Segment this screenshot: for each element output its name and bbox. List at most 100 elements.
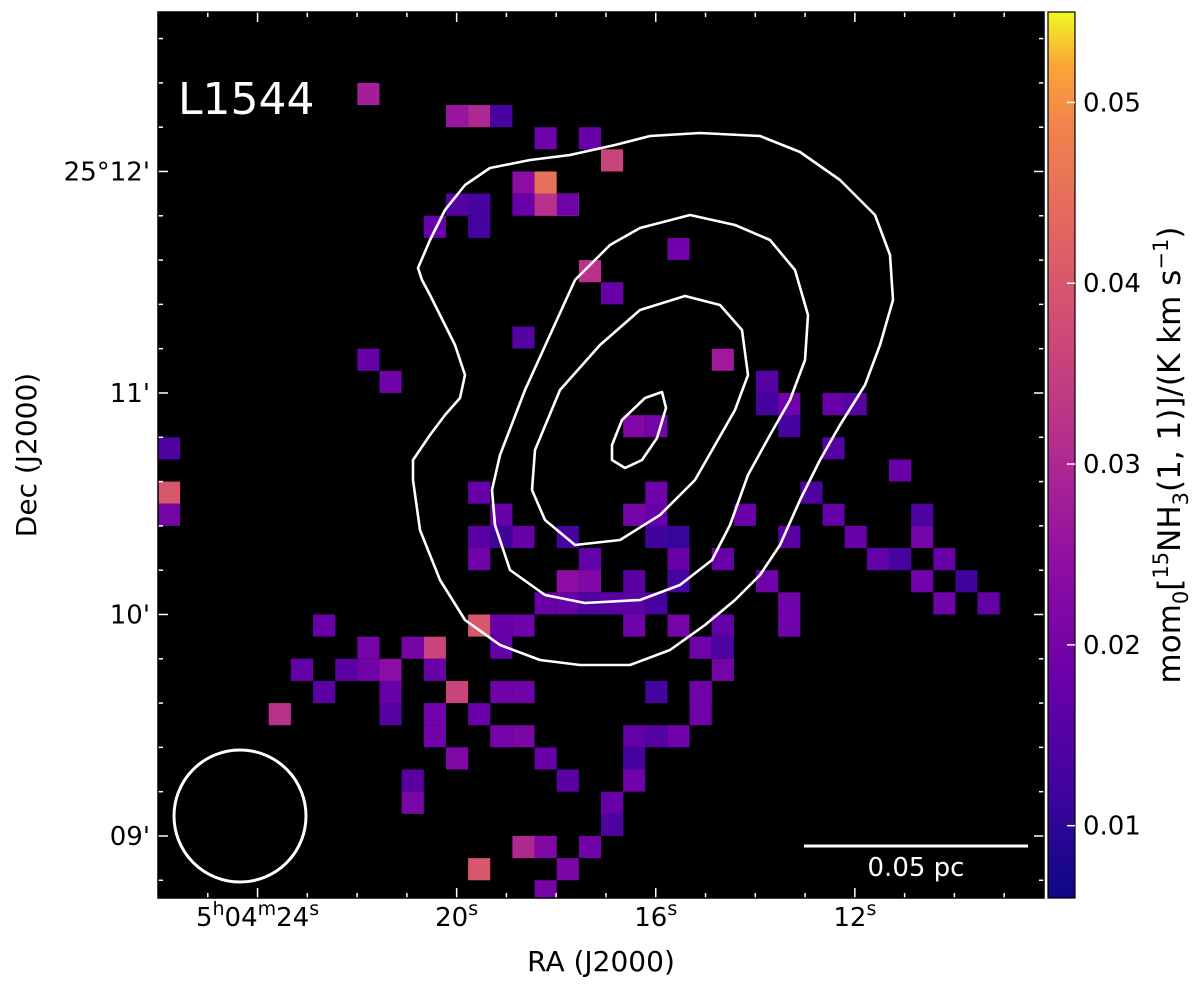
map-pixel (556, 592, 579, 615)
map-pixel (158, 437, 181, 460)
map-pixel (490, 680, 513, 704)
map-pixel (778, 592, 801, 615)
map-pixel (490, 614, 513, 637)
map-pixel (756, 570, 779, 593)
map-pixel (578, 127, 601, 150)
map-pixel (711, 614, 734, 637)
map-pixel (689, 680, 712, 704)
colorbar (1047, 11, 1076, 899)
map-pixel (379, 680, 402, 704)
map-pixel (623, 570, 646, 593)
map-pixel (468, 703, 491, 726)
map-pixel (379, 658, 402, 681)
y-tick-label: 09' (110, 822, 150, 852)
map-pixel (290, 658, 314, 681)
map-pixel (423, 725, 446, 748)
colorbar-tick-label: 0.04 (1083, 269, 1141, 299)
map-pixel (778, 415, 801, 438)
map-pixel (534, 127, 557, 150)
map-pixel (534, 747, 557, 770)
colorbar-tick-label: 0.02 (1083, 631, 1141, 661)
map-pixel (468, 193, 491, 216)
map-pixel (556, 570, 579, 593)
map-pixel (601, 813, 624, 836)
map-pixel (512, 835, 535, 859)
map-pixel (667, 525, 690, 549)
map-pixel (623, 592, 646, 615)
map-pixel (623, 769, 646, 792)
map-frame (157, 11, 1045, 899)
map-pixel (866, 548, 889, 571)
map-pixel (313, 614, 336, 637)
map-pixel (512, 326, 535, 349)
map-pixel (645, 481, 668, 504)
map-pixel (468, 481, 491, 504)
x-tick-label: 12s (833, 898, 876, 933)
map-pixel (379, 370, 402, 393)
map-pixel (534, 835, 557, 859)
map-pixel (645, 592, 668, 615)
map-pixel (445, 105, 469, 128)
map-pixel (158, 503, 181, 526)
map-pixel (401, 791, 424, 814)
map-pixel (512, 525, 535, 549)
map-pixel (512, 171, 535, 194)
map-pixel (601, 592, 624, 615)
x-tick-label: 16s (634, 898, 677, 933)
map-pixel (933, 548, 956, 571)
map-pixel (423, 658, 446, 681)
map-pixel (733, 503, 757, 526)
map-pixel (623, 747, 646, 770)
map-pixel (667, 725, 690, 748)
map-pixel (711, 548, 734, 571)
x-axis-label: RA (J2000) (527, 945, 675, 978)
y-axis-label: Dec (J2000) (10, 373, 43, 537)
map-pixel (423, 636, 446, 659)
map-pixel (578, 835, 601, 859)
map-pixel (357, 348, 380, 371)
map-pixel (822, 437, 845, 460)
map-pixel (844, 525, 867, 549)
map-pixel (689, 703, 712, 726)
map-pixel (534, 880, 557, 898)
map-pixel (977, 592, 1000, 615)
map-pixel (756, 370, 779, 393)
map-pixel (468, 858, 491, 881)
map-pixel (401, 769, 424, 792)
map-pixel (888, 459, 912, 482)
contour-layer (411, 131, 895, 667)
pixel-layer (158, 82, 1000, 898)
map-pixel (578, 570, 601, 593)
colorbar-tick-label: 0.05 (1083, 88, 1141, 118)
map-pixel (955, 570, 978, 593)
map-pixel (512, 680, 535, 704)
map-pixel (711, 658, 734, 681)
map-pixel (645, 680, 668, 704)
map-pixel (578, 548, 601, 571)
map-pixel (445, 193, 469, 216)
map-pixel (534, 592, 557, 615)
map-pixel (822, 392, 845, 416)
map-pixel (911, 503, 934, 526)
colorbar-tick-label: 0.01 (1083, 812, 1141, 842)
map-pixel (512, 193, 535, 216)
map-pixel (357, 658, 380, 681)
map-pixel (468, 525, 491, 549)
contour-outer (411, 131, 895, 667)
map-pixel (357, 636, 380, 659)
map-pixel (158, 481, 181, 504)
map-pixel (556, 858, 579, 881)
map-pixel (578, 260, 601, 283)
contour-second (490, 213, 810, 605)
map-pixel (490, 105, 513, 128)
map-pixel (556, 193, 579, 216)
x-tick-label: 5h04m24s (196, 898, 319, 933)
contour-third (530, 294, 750, 547)
map-pixel (667, 548, 690, 571)
map-pixel (933, 592, 956, 615)
map-pixel (335, 658, 358, 681)
map-pixel (601, 149, 624, 172)
map-pixel (445, 680, 469, 704)
map-pixel (623, 725, 646, 748)
map-pixel (911, 570, 934, 593)
